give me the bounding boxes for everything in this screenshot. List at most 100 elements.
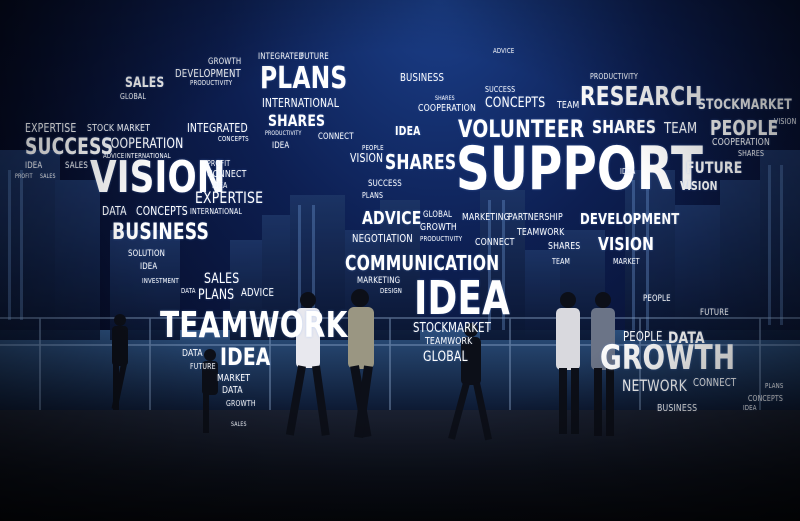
word: COOPERATION: [103, 136, 184, 152]
word: MARKET: [217, 373, 251, 384]
word: PRODUCTIVITY: [420, 235, 463, 243]
word: EXPERTISE: [195, 188, 264, 207]
word: CONNECT: [318, 132, 354, 142]
word: PEOPLE: [710, 116, 779, 140]
word: GROWTH: [420, 222, 457, 233]
word: FUTURE: [190, 362, 216, 371]
word: COMMUNICATION: [345, 251, 500, 275]
word: CONCEPTS: [218, 135, 249, 143]
word: DEVELOPMENT: [175, 67, 241, 80]
word: COOPERATION: [418, 103, 476, 114]
word: PLANS: [198, 287, 235, 303]
word: GROWTH: [208, 57, 242, 67]
word: BUSINESS: [112, 220, 210, 245]
word: GROWTH: [226, 399, 256, 408]
word: SHARES: [435, 95, 455, 102]
word: STOCKMARKET: [698, 97, 792, 113]
word: SUCCESS: [485, 85, 516, 94]
person-silhouette: [111, 314, 128, 410]
person-silhouette: [348, 289, 374, 438]
word: DATA: [668, 328, 705, 347]
word: MARKET: [613, 257, 640, 266]
person-silhouette: [556, 292, 580, 434]
word: SHARES: [268, 111, 326, 130]
word: VISION: [680, 179, 718, 193]
word: SALES: [204, 271, 240, 287]
word: SALES: [65, 161, 88, 171]
word: TEAMWORK: [517, 227, 565, 238]
word: VISION: [350, 151, 384, 165]
word: PRODUCTIVITY: [265, 130, 302, 137]
word: STOCKMARKET: [413, 321, 492, 336]
word: MARKETING: [357, 276, 401, 286]
word: ADVICE: [241, 286, 275, 299]
word: DESIGN: [380, 287, 402, 295]
word: IDEA: [414, 271, 511, 325]
word: SOLUTION: [128, 249, 166, 259]
word: CONNECT: [207, 169, 247, 180]
word: PEOPLE: [643, 294, 671, 304]
word: NEGOTIATION: [352, 232, 413, 245]
word: SUPPORT: [456, 134, 704, 204]
word: INTERNATIONAL: [262, 96, 340, 110]
word: PROFIT: [15, 173, 33, 180]
word: SALES: [40, 173, 56, 180]
word: ADVICE: [493, 47, 515, 55]
word: PEOPLE: [623, 330, 663, 345]
word: PRODUCTIVITY: [590, 72, 639, 81]
word: IDEA: [272, 141, 290, 151]
word: SHARES: [548, 241, 581, 252]
word: IDEA: [140, 262, 158, 272]
word: INVESTMENT: [142, 277, 179, 285]
word: IDEA: [743, 404, 757, 412]
word: GLOBAL: [423, 210, 453, 220]
word: TEAMWORK: [160, 305, 348, 346]
word: TEAMWORK: [425, 336, 473, 347]
word: SUCCESS: [368, 179, 402, 189]
word: IDEA: [220, 343, 271, 371]
word: DEVELOPMENT: [580, 210, 680, 228]
word: IDEA: [395, 124, 421, 138]
word: NETWORK: [622, 376, 687, 395]
word: BUSINESS: [400, 71, 445, 84]
word: MARKETING: [462, 212, 510, 223]
word: FUTURE: [686, 158, 743, 177]
word: INTEGRATED: [187, 121, 248, 135]
word: IDEA: [620, 167, 636, 176]
word: CONCEPTS: [748, 394, 784, 403]
word: TEAM: [552, 257, 571, 266]
word: DATA: [102, 204, 127, 218]
word: TEAM: [557, 100, 580, 111]
word: GLOBAL: [120, 92, 146, 101]
word: DATA: [182, 348, 203, 359]
word: PLANS: [362, 191, 384, 200]
word: VISION: [774, 117, 797, 126]
word: SALES: [231, 421, 247, 428]
word: BUSINESS: [657, 403, 698, 414]
word: DATA: [181, 287, 196, 295]
word: PROFIT: [207, 159, 231, 168]
word: EXPERTISE: [25, 121, 77, 135]
word: RESEARCH: [580, 82, 703, 112]
word: CONNECT: [475, 237, 515, 248]
word: PLANS: [765, 382, 784, 390]
word: IDEA: [25, 161, 43, 171]
word: ADVICE: [362, 208, 422, 229]
word: CONCEPTS: [485, 95, 546, 111]
word: INTERNATIONAL: [190, 207, 243, 216]
word: SHARES: [385, 150, 457, 174]
word: COOPERATION: [712, 137, 770, 148]
word: PARTNERSHIP: [508, 212, 563, 223]
word: SALES: [125, 75, 165, 91]
word: FUTURE: [700, 308, 729, 318]
word: PLANS: [260, 61, 348, 96]
word: CONCEPTS: [136, 204, 188, 218]
word: DATA: [222, 385, 243, 396]
word: VISION: [598, 234, 655, 255]
word: CONNECT: [693, 376, 737, 389]
word: STOCK MARKET: [87, 123, 151, 134]
word: PRODUCTIVITY: [190, 79, 233, 87]
word: GLOBAL: [423, 349, 468, 365]
word: SHARES: [738, 149, 765, 158]
